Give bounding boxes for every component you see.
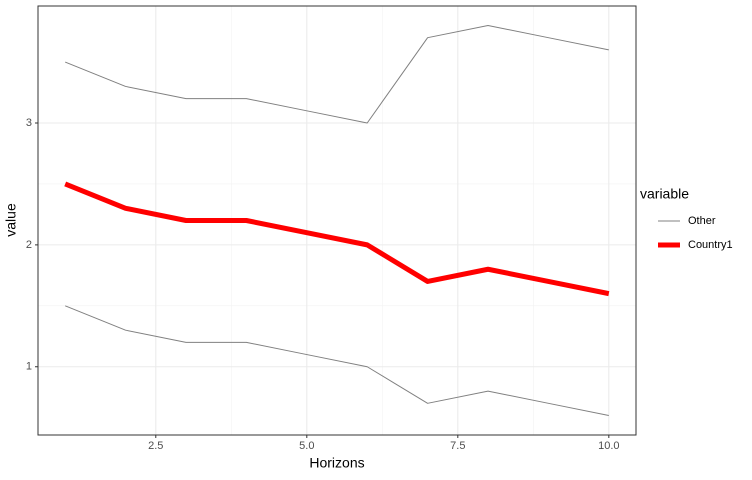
line-series: [64, 25, 609, 124]
legend-label: Country1: [688, 239, 733, 251]
grid: [38, 6, 636, 435]
y-axis-title: value: [3, 203, 19, 237]
y-tick-label: 2: [26, 239, 32, 251]
line-series: [64, 305, 609, 416]
x-axis-title: Horizons: [309, 455, 364, 471]
x-tick-label: 7.5: [450, 440, 465, 452]
plot-area: [64, 25, 610, 416]
y-tick-label: 3: [26, 117, 32, 129]
x-tick-label: 10.0: [598, 440, 619, 452]
line-series: [64, 181, 610, 297]
panel-border: [37, 5, 637, 436]
legend-title: variable: [640, 186, 689, 202]
legend-label: Other: [688, 215, 716, 227]
y-tick-label: 1: [26, 361, 32, 373]
x-tick-label: 2.5: [148, 440, 163, 452]
x-tick-label: 5.0: [299, 440, 314, 452]
